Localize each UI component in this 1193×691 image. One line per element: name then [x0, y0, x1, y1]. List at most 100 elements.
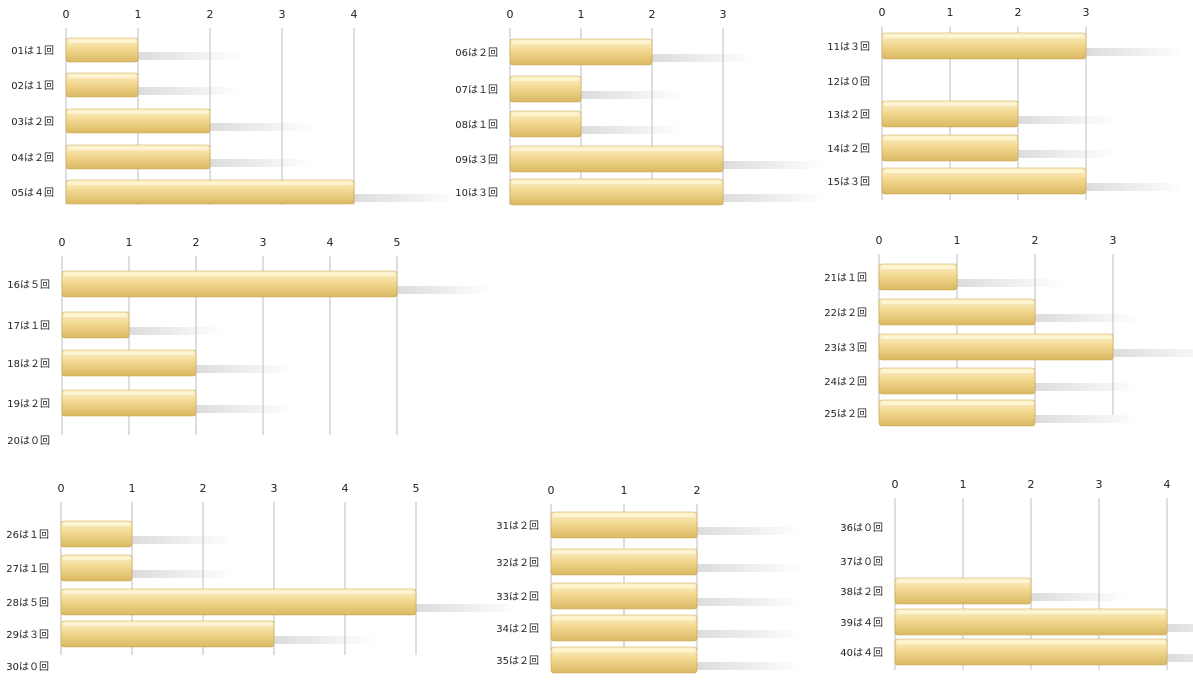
bar-shadow	[1163, 624, 1193, 632]
bar	[65, 144, 211, 170]
tick-label-3: 3	[279, 8, 286, 21]
bar-shadow	[693, 564, 803, 572]
category-label: 24は２回	[824, 376, 867, 388]
tick-label-3: 3	[260, 236, 267, 249]
bar-chart-5: 0 1 2 3 21は１回 22は２回 23は３回 24は２回 25は２回	[824, 234, 1193, 427]
bar	[509, 110, 582, 138]
tick-label-4: 4	[327, 236, 334, 249]
category-label: 17は１回	[7, 320, 50, 332]
bar	[65, 72, 139, 98]
bar	[878, 298, 1036, 326]
bar-highlight	[512, 41, 650, 44]
tick-label-3: 3	[1110, 234, 1117, 247]
bar-shadow	[693, 598, 803, 606]
bar-highlight	[68, 111, 208, 114]
tick-label-3: 3	[720, 8, 727, 21]
category-label: 27は１回	[6, 563, 49, 575]
bar-highlight	[68, 40, 136, 43]
tick-label-2: 2	[649, 8, 656, 21]
tick-label-0: 0	[507, 8, 514, 21]
category-label: 06は２回	[455, 47, 498, 59]
category-label: 26は１回	[6, 529, 49, 541]
bar	[878, 367, 1036, 395]
bar-highlight	[64, 273, 395, 276]
category-label: 02は１回	[11, 80, 54, 92]
bar-chart-2: 0 1 2 3 06は２回 07は１回 08は１回 09は３回 10は３回	[455, 8, 826, 206]
category-label: 25は２回	[824, 408, 867, 420]
category-label: 01は１回	[11, 45, 54, 57]
bar-shadow	[577, 91, 684, 99]
bar-shadow	[953, 279, 1063, 287]
bar	[550, 511, 698, 539]
tick-label-1: 1	[621, 484, 628, 497]
bar-highlight	[68, 147, 208, 150]
bar	[61, 270, 398, 298]
tick-label-2: 2	[1032, 234, 1039, 247]
category-label: 29は３回	[6, 629, 49, 641]
bar-highlight	[884, 170, 1084, 173]
category-label: 34は２回	[496, 623, 539, 635]
tick-label-2: 2	[694, 484, 701, 497]
tick-label-0: 0	[59, 236, 66, 249]
tick-label-0: 0	[876, 234, 883, 247]
tick-label-0: 0	[58, 482, 65, 495]
category-label: 19は２回	[7, 398, 50, 410]
category-label: 08は１回	[455, 119, 498, 131]
bar-highlight	[68, 182, 352, 185]
bar-highlight	[512, 78, 579, 81]
tick-label-3: 3	[1083, 6, 1090, 19]
category-label: 14は２回	[827, 143, 870, 155]
bar-shadow	[1014, 116, 1116, 124]
bar-shadow	[125, 327, 226, 335]
bar-shadow	[1163, 654, 1193, 662]
tick-label-2: 2	[193, 236, 200, 249]
bar	[894, 577, 1032, 605]
bar	[550, 614, 698, 642]
bar-shadow	[693, 662, 803, 670]
bar	[881, 100, 1019, 128]
category-label: 12は０回	[827, 76, 870, 88]
bar	[65, 179, 355, 205]
bar-highlight	[881, 266, 955, 269]
bar-shadow	[719, 161, 826, 169]
bar	[550, 548, 698, 576]
category-label: 13は２回	[827, 109, 870, 121]
bar-highlight	[63, 623, 272, 626]
bar-chart-3: 0 1 2 3 11は３回 12は０回 13は２回 14は２回 15は３回	[827, 6, 1184, 200]
bar	[509, 178, 724, 206]
category-label: 39は４回	[840, 617, 883, 629]
bar	[509, 145, 724, 173]
bar-highlight	[64, 392, 194, 395]
category-label: 23は３回	[824, 342, 867, 354]
tick-label-3: 3	[1096, 478, 1103, 491]
category-label: 32は２回	[496, 557, 539, 569]
bar-highlight	[553, 649, 695, 652]
bar	[878, 333, 1114, 361]
bar-shadow	[1031, 415, 1141, 423]
tick-label-1: 1	[129, 482, 136, 495]
bar-highlight	[881, 370, 1033, 373]
bar-shadow	[128, 536, 235, 544]
bar	[878, 263, 958, 291]
tick-label-5: 5	[394, 236, 401, 249]
bar-chart-7: 0 1 2 31は２回 32は２回 33は２回 34は２回 35は２回	[496, 484, 803, 674]
bar-shadow	[648, 54, 755, 62]
tick-label-1: 1	[954, 234, 961, 247]
bar	[61, 311, 130, 339]
bar	[509, 75, 582, 103]
bar-highlight	[63, 591, 414, 594]
bar-shadow	[270, 636, 377, 644]
bar-highlight	[553, 514, 695, 517]
bar-shadow	[128, 570, 235, 578]
bar-shadow	[192, 365, 293, 373]
tick-label-4: 4	[351, 8, 358, 21]
category-label: 37は０回	[840, 556, 883, 568]
bar	[61, 389, 197, 417]
bar	[60, 554, 133, 582]
category-label: 35は２回	[496, 655, 539, 667]
bar-highlight	[553, 551, 695, 554]
bar	[881, 32, 1087, 60]
tick-label-2: 2	[200, 482, 207, 495]
category-label: 33は２回	[496, 591, 539, 603]
